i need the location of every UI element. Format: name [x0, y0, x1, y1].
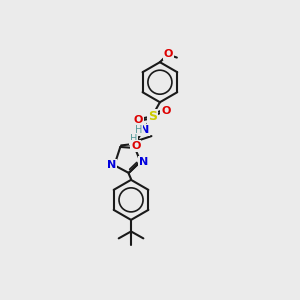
- Text: O: O: [161, 106, 171, 116]
- Text: O: O: [164, 49, 173, 59]
- Text: N: N: [106, 160, 116, 170]
- Text: O: O: [131, 141, 140, 151]
- Text: O: O: [134, 115, 143, 125]
- Text: N: N: [139, 158, 148, 167]
- Text: N: N: [140, 125, 149, 135]
- Text: H: H: [135, 125, 142, 135]
- Text: S: S: [148, 110, 157, 123]
- Text: H: H: [130, 134, 137, 144]
